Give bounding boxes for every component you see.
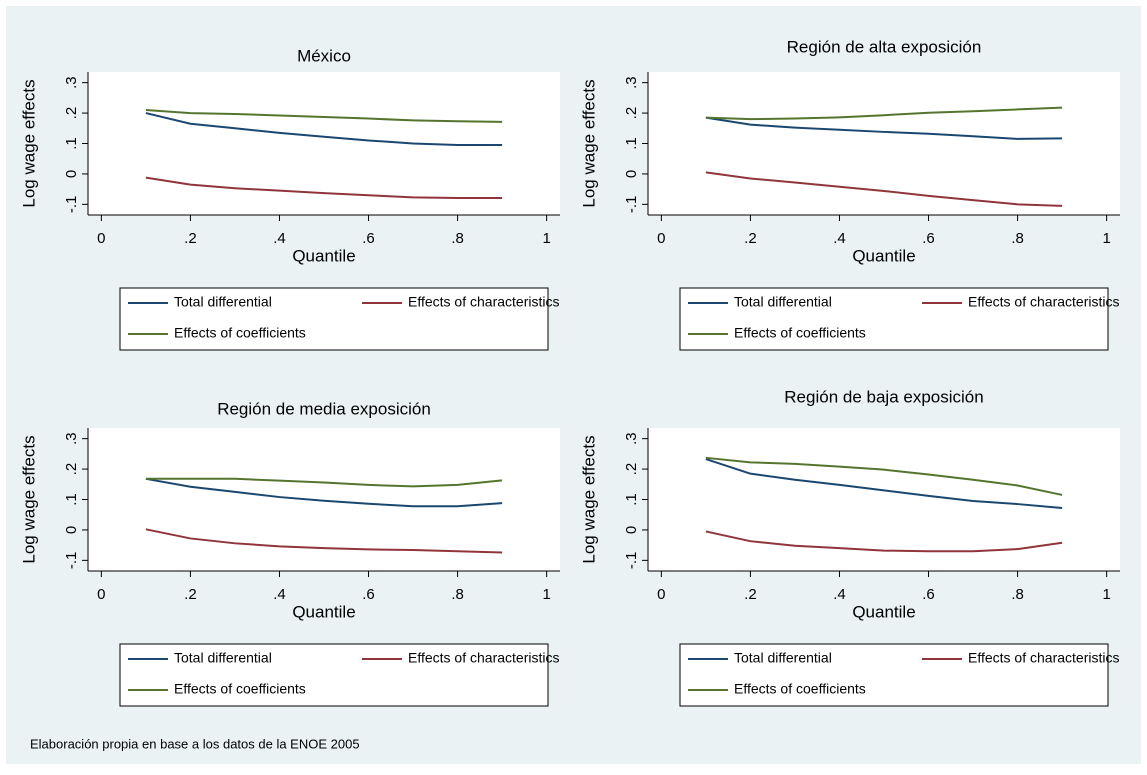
y-tick-label: .1	[63, 137, 80, 150]
chart-title: México	[297, 46, 351, 65]
x-tick-label: 1	[1102, 586, 1110, 603]
y-tick-label: -.1	[63, 196, 80, 214]
x-tick-label: 1	[542, 586, 550, 603]
series-line	[705, 456, 1063, 496]
legend-label: Effects of coefficients	[734, 681, 866, 697]
x-axis-label: Quantile	[852, 602, 915, 621]
y-tick-label: .2	[63, 463, 80, 476]
legend-label: Effects of coefficients	[734, 325, 866, 341]
plot-area	[88, 428, 560, 571]
x-tick-label: .4	[833, 586, 846, 603]
legend-label: Total differential	[174, 650, 272, 666]
y-axis-label: Log wage effects	[579, 435, 598, 563]
x-tick-label: .4	[273, 586, 286, 603]
y-tick-label: 0	[623, 526, 640, 534]
chart-title: Región de alta exposición	[787, 37, 982, 56]
legend	[119, 643, 549, 707]
x-tick-label: .2	[744, 586, 757, 603]
y-axis-label: Log wage effects	[579, 79, 598, 207]
series-line	[705, 106, 1063, 121]
legend-label: Effects of coefficients	[174, 325, 306, 341]
y-tick-label: .1	[623, 493, 640, 506]
x-tick-label: .8	[1011, 230, 1024, 247]
x-tick-label: .6	[922, 586, 935, 603]
y-tick-label: .2	[623, 463, 640, 476]
legend-label: Effects of characteristics	[408, 650, 559, 666]
y-tick-label: 0	[623, 170, 640, 178]
y-axis-label: Log wage effects	[19, 79, 38, 207]
x-axis-label: Quantile	[292, 602, 355, 621]
x-tick-label: 1	[542, 230, 550, 247]
series-line	[705, 458, 1063, 510]
plot-area	[648, 428, 1120, 571]
legend-label: Effects of characteristics	[968, 650, 1119, 666]
x-tick-label: .2	[184, 586, 197, 603]
y-tick-label: .1	[623, 137, 640, 150]
legend-label: Total differential	[734, 294, 832, 310]
x-tick-label: 0	[97, 230, 105, 247]
y-tick-label: .3	[63, 76, 80, 89]
chart-title: Región de baja exposición	[784, 387, 983, 406]
legend-label: Effects of characteristics	[408, 294, 559, 310]
x-tick-label: 0	[657, 586, 665, 603]
x-axis-label: Quantile	[292, 246, 355, 265]
series-line	[145, 176, 503, 199]
y-tick-label: .2	[623, 107, 640, 120]
legend	[119, 287, 549, 351]
x-axis-label: Quantile	[852, 246, 915, 265]
legend-label: Total differential	[734, 650, 832, 666]
x-tick-label: .8	[1011, 586, 1024, 603]
series-line	[145, 477, 503, 488]
series-line	[145, 477, 503, 508]
y-tick-label: 0	[63, 170, 80, 178]
y-axis-label: Log wage effects	[19, 435, 38, 563]
series-line	[145, 109, 503, 123]
y-tick-label: -.1	[63, 552, 80, 570]
x-tick-label: .8	[451, 586, 464, 603]
series-line	[705, 530, 1063, 553]
legend	[679, 287, 1109, 351]
chart-title: Región de media exposición	[217, 399, 431, 418]
x-tick-label: .2	[184, 230, 197, 247]
x-tick-label: .2	[744, 230, 757, 247]
x-tick-label: .6	[922, 230, 935, 247]
series-line	[705, 171, 1063, 207]
legend	[679, 643, 1109, 707]
y-tick-label: 0	[63, 526, 80, 534]
y-tick-label: .1	[63, 493, 80, 506]
x-tick-label: 1	[1102, 230, 1110, 247]
x-tick-label: .4	[833, 230, 846, 247]
legend-label: Total differential	[174, 294, 272, 310]
plot-area	[88, 72, 560, 215]
series-line	[145, 528, 503, 554]
x-tick-label: .6	[362, 230, 375, 247]
y-tick-label: .3	[623, 76, 640, 89]
x-tick-label: 0	[657, 230, 665, 247]
series-line	[145, 112, 503, 147]
x-tick-label: .4	[273, 230, 286, 247]
plot-area	[648, 72, 1120, 215]
x-tick-label: .8	[451, 230, 464, 247]
legend-label: Effects of characteristics	[968, 294, 1119, 310]
y-tick-label: .2	[63, 107, 80, 120]
x-tick-label: .6	[362, 586, 375, 603]
series-line	[705, 116, 1063, 140]
y-tick-label: -.1	[623, 196, 640, 214]
legend-label: Effects of coefficients	[174, 681, 306, 697]
y-tick-label: -.1	[623, 552, 640, 570]
note: Elaboración propia en base a los datos d…	[30, 736, 360, 751]
y-tick-label: .3	[63, 432, 80, 445]
x-tick-label: 0	[97, 586, 105, 603]
y-tick-label: .3	[623, 432, 640, 445]
